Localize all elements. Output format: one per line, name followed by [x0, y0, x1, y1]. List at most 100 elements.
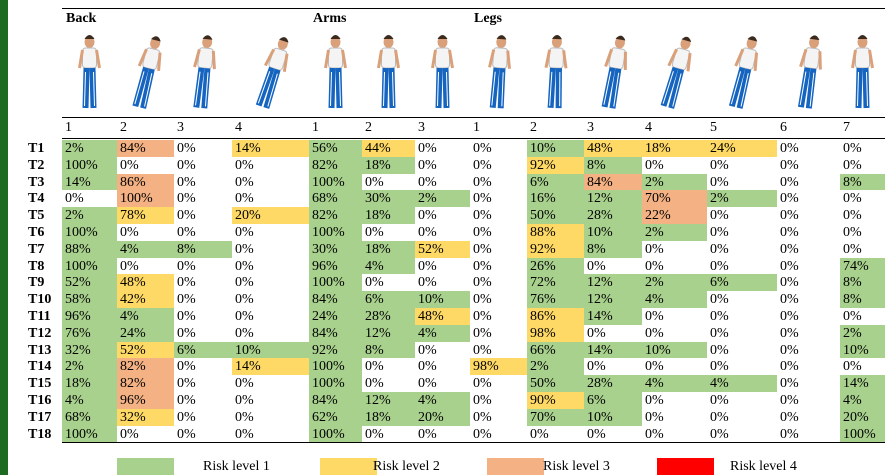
risk-cell: 0%	[777, 174, 840, 191]
risk-cell: 18%	[362, 157, 415, 174]
risk-cell: 92%	[309, 342, 362, 359]
risk-cell: 92%	[527, 241, 584, 258]
risk-cell: 0%	[840, 308, 885, 325]
risk-cell: 2%	[62, 207, 117, 224]
risk-cell: 28%	[584, 375, 642, 392]
pose-figure	[174, 32, 232, 116]
risk-cell: 0%	[840, 140, 885, 157]
risk-cell: 84%	[117, 140, 174, 157]
risk-cell: 100%	[62, 426, 117, 443]
risk-cell: 90%	[527, 392, 584, 409]
risk-cell: 0%	[470, 224, 527, 241]
risk-cell: 14%	[584, 308, 642, 325]
risk-cell: 0%	[174, 291, 232, 308]
risk-cell: 52%	[415, 241, 470, 258]
risk-cell: 0%	[642, 241, 707, 258]
risk-cell: 100%	[309, 274, 362, 291]
row-label: T9	[28, 274, 44, 291]
risk-cell: 0%	[777, 274, 840, 291]
risk-cell: 96%	[62, 308, 117, 325]
risk-cell: 84%	[309, 325, 362, 342]
risk-cell: 0%	[415, 207, 470, 224]
risk-cell: 0%	[117, 426, 174, 443]
risk-cell: 0%	[777, 291, 840, 308]
risk-cell: 0%	[232, 258, 309, 275]
risk-cell: 50%	[527, 375, 584, 392]
risk-cell: 86%	[527, 308, 584, 325]
risk-cell: 18%	[642, 140, 707, 157]
risk-cell: 2%	[62, 358, 117, 375]
risk-cell: 12%	[584, 274, 642, 291]
risk-cell: 100%	[309, 174, 362, 191]
risk-cell: 82%	[117, 358, 174, 375]
row-label: T10	[28, 291, 51, 308]
risk-cell: 0%	[174, 308, 232, 325]
risk-cell: 26%	[527, 258, 584, 275]
risk-cell: 0%	[470, 241, 527, 258]
risk-cell: 10%	[642, 342, 707, 359]
risk-cell: 0%	[174, 140, 232, 157]
risk-cell: 66%	[527, 342, 584, 359]
risk-cell: 0%	[117, 224, 174, 241]
risk-cell: 8%	[840, 291, 885, 308]
column-number: 3	[587, 119, 594, 136]
risk-cell: 0%	[584, 358, 642, 375]
risk-cell: 0%	[470, 325, 527, 342]
risk-cell: 86%	[117, 174, 174, 191]
risk-cell: 0%	[840, 358, 885, 375]
risk-cell: 0%	[777, 224, 840, 241]
column-number: 4	[235, 119, 242, 136]
risk-cell: 50%	[527, 207, 584, 224]
column-number: 1	[473, 119, 480, 136]
risk-cell: 100%	[117, 190, 174, 207]
risk-cell: 100%	[309, 224, 362, 241]
pose-figure	[232, 32, 309, 116]
risk-cell: 6%	[362, 291, 415, 308]
risk-cell: 0%	[777, 308, 840, 325]
risk-cell: 0%	[470, 375, 527, 392]
risk-cell: 62%	[309, 409, 362, 426]
risk-cell: 18%	[362, 207, 415, 224]
risk-cell: 0%	[642, 358, 707, 375]
risk-cell: 6%	[527, 174, 584, 191]
risk-cell: 8%	[362, 342, 415, 359]
risk-cell: 10%	[840, 342, 885, 359]
rule	[62, 8, 885, 9]
risk-cell: 76%	[527, 291, 584, 308]
risk-cell: 0%	[584, 258, 642, 275]
column-number: 3	[177, 119, 184, 136]
risk-cell: 0%	[707, 392, 777, 409]
row-label: T4	[28, 190, 44, 207]
risk-cell: 0%	[642, 258, 707, 275]
risk-cell: 2%	[415, 190, 470, 207]
risk-cell: 0%	[707, 291, 777, 308]
risk-cell: 0%	[777, 426, 840, 443]
risk-cell: 0%	[174, 207, 232, 224]
risk-cell: 12%	[584, 190, 642, 207]
legend-swatch	[320, 458, 377, 475]
risk-cell: 0%	[642, 157, 707, 174]
risk-cell: 0%	[232, 190, 309, 207]
risk-cell: 20%	[232, 207, 309, 224]
row-label: T5	[28, 207, 44, 224]
risk-cell: 8%	[840, 174, 885, 191]
column-number: 4	[645, 119, 652, 136]
risk-cell: 0%	[470, 140, 527, 157]
risk-cell: 0%	[232, 174, 309, 191]
row-label: T13	[28, 342, 51, 359]
risk-cell: 30%	[362, 190, 415, 207]
risk-cell: 14%	[584, 342, 642, 359]
risk-cell: 0%	[840, 190, 885, 207]
risk-cell: 72%	[527, 274, 584, 291]
risk-cell: 0%	[707, 358, 777, 375]
risk-cell: 100%	[62, 224, 117, 241]
column-number: 2	[120, 119, 127, 136]
legend-label: Risk level 1	[203, 458, 270, 475]
risk-cell: 0%	[232, 224, 309, 241]
risk-cell: 0%	[362, 224, 415, 241]
pose-figure	[584, 32, 642, 116]
risk-cell: 68%	[62, 409, 117, 426]
risk-cell: 0%	[174, 375, 232, 392]
risk-cell: 6%	[584, 392, 642, 409]
risk-cell: 0%	[707, 258, 777, 275]
